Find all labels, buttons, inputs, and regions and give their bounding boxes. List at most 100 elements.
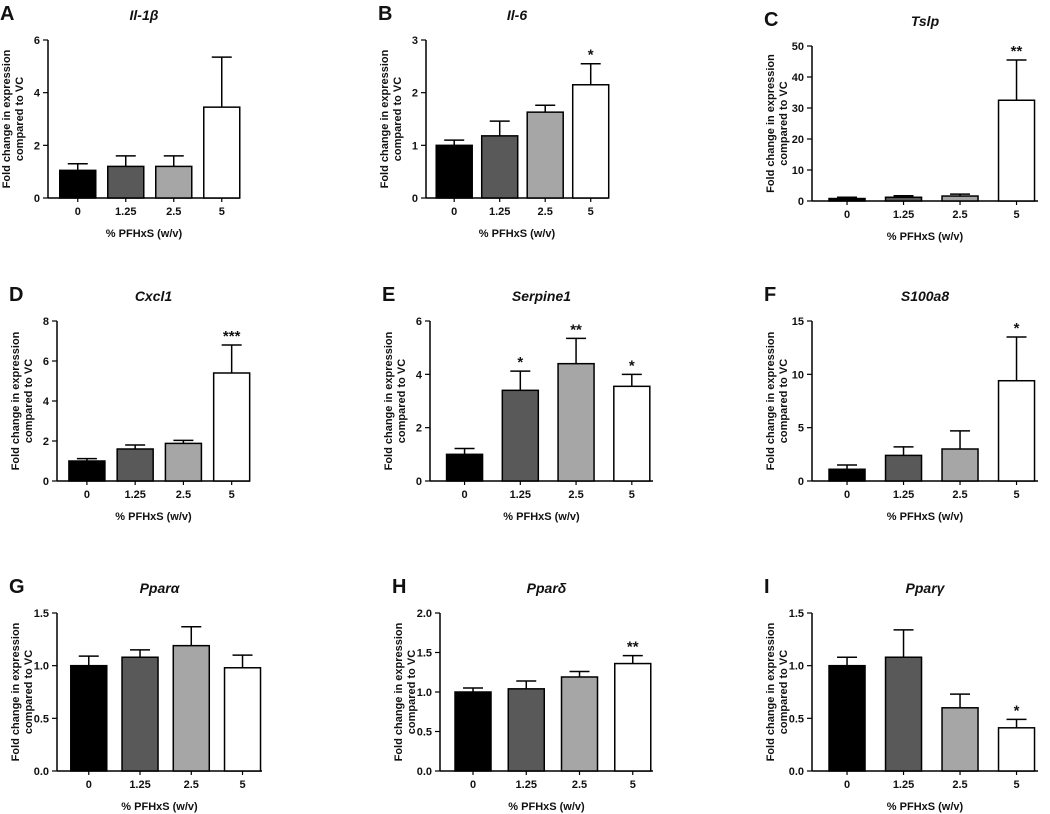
y-tick-label: 0 xyxy=(34,193,40,205)
bar xyxy=(997,727,1036,772)
significance-marker: * xyxy=(1014,320,1020,337)
panel-letter: A xyxy=(0,3,14,25)
y-tick-label: 0.5 xyxy=(34,713,49,725)
x-tick-label: 2.5 xyxy=(176,489,191,501)
x-tick-label: 5 xyxy=(1013,779,1019,791)
y-tick-label: 0 xyxy=(43,476,49,488)
y-tick-label: 2 xyxy=(34,140,40,152)
y-tick-label: 2 xyxy=(43,436,49,448)
panel-letter: G xyxy=(9,576,25,598)
bar xyxy=(571,84,610,199)
significance-marker: * xyxy=(629,357,635,374)
y-axis-label-line1: Fold change in expression xyxy=(10,622,22,761)
y-tick-label: 10 xyxy=(792,369,804,381)
panel-letter: H xyxy=(392,576,406,598)
x-tick-label: 1.25 xyxy=(129,779,150,791)
panel-letter: C xyxy=(764,9,778,31)
x-axis-label: % PFHxS (w/v) xyxy=(887,801,964,813)
significance-marker: ** xyxy=(1011,43,1023,60)
bar xyxy=(997,99,1036,202)
y-axis-label-line1: Fold change in expression xyxy=(379,49,391,188)
bar xyxy=(557,362,595,482)
y-tick-label: 0.0 xyxy=(34,766,49,778)
panel-f: F S100a8 0 5 10 15 0 1.25 2.5 5 * % PFHxS (w/v) Fold… xyxy=(764,284,1038,523)
y-tick-label: 0.0 xyxy=(417,766,432,778)
panel-g: G Pparα 0.0 0.5 1.0 1.5 0 1.25 2.5 5 % PFHxS (w/v)… xyxy=(9,576,262,813)
panel-letter: B xyxy=(378,3,392,25)
y-tick-label: 50 xyxy=(792,41,804,53)
x-axis-label: % PFHxS (w/v) xyxy=(887,231,964,243)
y-tick-label: 0.5 xyxy=(417,727,432,739)
x-tick-label: 2.5 xyxy=(952,779,967,791)
x-tick-label: 0 xyxy=(844,779,850,791)
x-tick-label: 5 xyxy=(219,206,225,218)
panel-e: E Serpine1 0 2 4 6 0 1.25 * 2.5 ** 5 * % PFHxS (w/v) F… xyxy=(382,284,653,523)
y-tick-label: 10 xyxy=(792,165,804,177)
panel-title: Cxcl1 xyxy=(135,288,173,304)
x-tick-label: 0 xyxy=(844,489,850,501)
x-tick-label: 5 xyxy=(1013,209,1019,221)
y-tick-label: 30 xyxy=(792,103,804,115)
panel-a: A Il-1β 0 2 4 6 0 1.25 2.5 5 % PFHxS (w/v) Fold cha… xyxy=(0,3,241,240)
x-tick-label: 2.5 xyxy=(166,206,181,218)
x-tick-label: 2.5 xyxy=(184,779,199,791)
panel-letter: D xyxy=(9,284,23,306)
significance-marker: * xyxy=(588,47,594,64)
y-axis-label-line2: compared to VC xyxy=(778,650,790,734)
x-tick-label: 2.5 xyxy=(952,209,967,221)
y-axis-label-line2: compared to VC xyxy=(778,359,790,443)
bar xyxy=(454,691,492,772)
panel-title: Serpine1 xyxy=(512,288,571,304)
x-tick-label: 5 xyxy=(239,779,245,791)
x-tick-label: 0 xyxy=(844,209,850,221)
x-tick-label: 1.25 xyxy=(124,489,145,501)
y-tick-label: 1.5 xyxy=(34,608,49,620)
x-tick-label: 1.25 xyxy=(489,206,510,218)
y-tick-label: 0 xyxy=(416,476,422,488)
significance-marker: ** xyxy=(627,639,639,656)
y-tick-label: 40 xyxy=(792,72,804,84)
bar xyxy=(155,165,193,199)
x-tick-label: 0 xyxy=(86,779,92,791)
bar xyxy=(223,667,262,772)
bar xyxy=(560,676,599,772)
x-axis-label: % PFHxS (w/v) xyxy=(106,228,183,240)
bar xyxy=(121,656,159,772)
bar xyxy=(613,385,651,482)
y-axis-label-line1: Fold change in expression xyxy=(765,622,777,761)
panel-b: B Il-6 0 1 2 3 0 1.25 2.5 5 * % PFHxS (w/v) Fold cha… xyxy=(378,3,610,240)
significance-marker: * xyxy=(1014,702,1020,719)
y-axis-label-line2: compared to VC xyxy=(392,77,404,161)
panel-letter: I xyxy=(764,576,770,598)
y-tick-label: 8 xyxy=(43,316,49,328)
y-tick-label: 0 xyxy=(412,193,418,205)
x-tick-label: 1.25 xyxy=(893,209,914,221)
x-tick-label: 0 xyxy=(462,489,468,501)
x-tick-label: 5 xyxy=(229,489,235,501)
y-tick-label: 1.0 xyxy=(34,661,49,673)
x-tick-label: 2.5 xyxy=(538,206,553,218)
bar xyxy=(526,111,564,199)
y-tick-label: 0.5 xyxy=(789,713,804,725)
y-tick-label: 1.5 xyxy=(789,608,804,620)
significance-marker: * xyxy=(517,354,523,371)
y-axis-label-line2: compared to VC xyxy=(406,650,418,734)
y-tick-label: 1.5 xyxy=(417,648,432,660)
y-tick-label: 1.0 xyxy=(417,687,432,699)
x-tick-label: 1.25 xyxy=(893,779,914,791)
y-axis-label-line2: compared to VC xyxy=(23,359,35,443)
bar xyxy=(941,195,979,202)
bar xyxy=(884,196,923,202)
panel-i: I Pparγ 0.0 0.5 1.0 1.5 0 1.25 2.5 5 * % PFHxS (w/v… xyxy=(764,576,1038,813)
x-tick-label: 0 xyxy=(75,206,81,218)
bar xyxy=(507,688,546,772)
y-axis-label-line2: compared to VC xyxy=(778,81,790,165)
y-tick-label: 2 xyxy=(412,88,418,100)
y-tick-label: 6 xyxy=(416,316,422,328)
x-tick-label: 2.5 xyxy=(568,489,583,501)
y-tick-label: 20 xyxy=(792,134,804,146)
bar xyxy=(884,454,923,482)
y-axis-label-line1: Fold change in expression xyxy=(10,331,22,470)
bar xyxy=(884,656,923,772)
